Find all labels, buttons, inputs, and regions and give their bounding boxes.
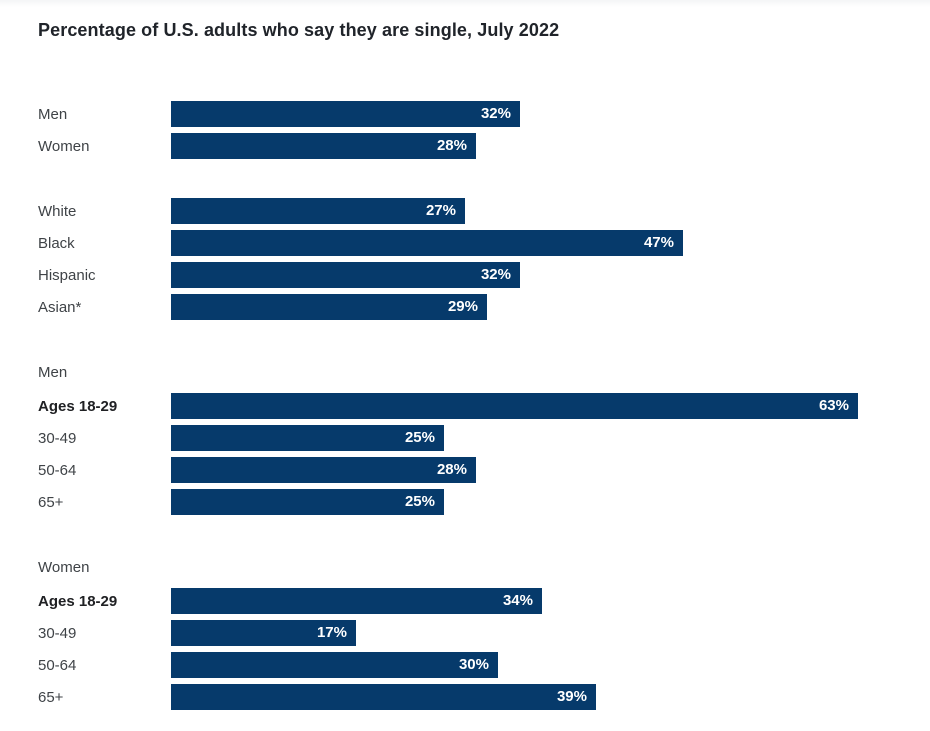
row-label: 65+	[38, 688, 64, 706]
bar-value-label: 25%	[404, 493, 435, 510]
bar: 28%	[171, 133, 476, 159]
bar-value-label: 39%	[556, 688, 587, 705]
bar: 32%	[171, 262, 520, 288]
bar-value-label: 28%	[436, 137, 467, 154]
chart-row: Women 28%	[38, 133, 930, 159]
bar-value-label: 34%	[502, 592, 533, 609]
row-label: Ages 18-29	[38, 592, 118, 610]
bar: 25%	[171, 489, 444, 515]
bar: 28%	[171, 457, 476, 483]
bar-value-label: 17%	[316, 624, 347, 641]
chart-row: Ages 18-29 63%	[38, 393, 930, 419]
bar-track: 27%	[171, 198, 930, 224]
chart-row: 50-64 30%	[38, 652, 930, 678]
bar-value-label: 30%	[458, 656, 489, 673]
bar-track: 25%	[171, 425, 930, 451]
row-label: 30-49	[38, 624, 77, 642]
bar-track: 47%	[171, 230, 930, 256]
chart-row: 30-49 17%	[38, 620, 930, 646]
bar-value-label: 32%	[480, 266, 511, 283]
chart-row: Ages 18-29 34%	[38, 588, 930, 614]
bar: 34%	[171, 588, 542, 614]
chart-title: Percentage of U.S. adults who say they a…	[38, 20, 560, 40]
bar: 30%	[171, 652, 498, 678]
bar: 47%	[171, 230, 683, 256]
bar-track: 30%	[171, 652, 930, 678]
bar-value-label: 29%	[447, 298, 478, 315]
bar-track: 63%	[171, 393, 930, 419]
row-label: 50-64	[38, 461, 77, 479]
group-header: Men	[38, 364, 68, 381]
row-label: Hispanic	[38, 266, 96, 284]
bar-value-label: 63%	[818, 397, 849, 414]
bar-track: 34%	[171, 588, 930, 614]
row-label: Men	[38, 105, 68, 123]
bar: 25%	[171, 425, 444, 451]
bar-value-label: 32%	[480, 105, 511, 122]
bar-chart: Men 32% Women 28% White 27% Black 47% Hispanic 32…	[0, 101, 930, 710]
chart-row: Black 47%	[38, 230, 930, 256]
bar-track: 25%	[171, 489, 930, 515]
bar-track: 28%	[171, 133, 930, 159]
bar-group: White 27% Black 47% Hispanic 32% Asian* 29%	[38, 198, 930, 320]
row-label: White	[38, 202, 77, 220]
bar-track: 17%	[171, 620, 930, 646]
row-label: Asian*	[38, 298, 82, 316]
row-label: 30-49	[38, 429, 77, 447]
bar-group: Women Ages 18-29 34% 30-49 17% 50-64 30% 65+ 39%	[38, 559, 930, 710]
row-label: Ages 18-29	[38, 397, 118, 415]
chart-row: 50-64 28%	[38, 457, 930, 483]
chart-row: Hispanic 32%	[38, 262, 930, 288]
bar-track: 28%	[171, 457, 930, 483]
group-header: Women	[38, 559, 90, 576]
bar: 17%	[171, 620, 356, 646]
bar-value-label: 47%	[643, 234, 674, 251]
bar-track: 32%	[171, 262, 930, 288]
chart-row: White 27%	[38, 198, 930, 224]
bar-group: Men Ages 18-29 63% 30-49 25% 50-64 28% 65+ 25%	[38, 364, 930, 515]
chart-row: Asian* 29%	[38, 294, 930, 320]
bar-track: 29%	[171, 294, 930, 320]
bar: 63%	[171, 393, 858, 419]
chart-row: 65+ 39%	[38, 684, 930, 710]
row-label: Black	[38, 234, 75, 252]
row-label: 65+	[38, 493, 64, 511]
bar-value-label: 27%	[425, 202, 456, 219]
bar: 39%	[171, 684, 596, 710]
row-label: Women	[38, 137, 90, 155]
bar-track: 32%	[171, 101, 930, 127]
bar-group: Men 32% Women 28%	[38, 101, 930, 159]
bar: 27%	[171, 198, 465, 224]
row-label: 50-64	[38, 656, 77, 674]
chart-row: 65+ 25%	[38, 489, 930, 515]
bar-value-label: 28%	[436, 461, 467, 478]
chart-row: Men 32%	[38, 101, 930, 127]
chart-row: 30-49 25%	[38, 425, 930, 451]
bar-track: 39%	[171, 684, 930, 710]
bar: 29%	[171, 294, 487, 320]
bar: 32%	[171, 101, 520, 127]
bar-value-label: 25%	[404, 429, 435, 446]
